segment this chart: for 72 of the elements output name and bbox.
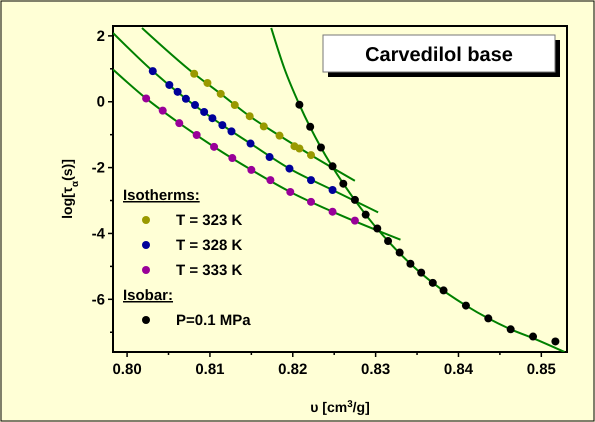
- point: [362, 210, 370, 219]
- point: [260, 122, 268, 130]
- point: [306, 122, 314, 131]
- point: [428, 278, 437, 287]
- point: [174, 88, 182, 96]
- annotation: Isobar:: [123, 287, 174, 304]
- y-tick-label: -4: [92, 225, 106, 242]
- point: [350, 216, 359, 225]
- point: [142, 94, 150, 102]
- point: [246, 112, 254, 120]
- legend-title: Isotherms:: [123, 187, 200, 204]
- point: [158, 106, 167, 115]
- point: [266, 153, 274, 162]
- point: [285, 164, 294, 173]
- point: [307, 176, 316, 184]
- point: [210, 142, 218, 151]
- point: [396, 248, 404, 257]
- point: [216, 90, 225, 98]
- point: [175, 119, 184, 128]
- point: [350, 196, 359, 204]
- point: [182, 94, 190, 103]
- point: [203, 78, 212, 87]
- y-tick-label: -6: [92, 291, 105, 308]
- legend-label: T = 328 K: [176, 237, 242, 254]
- point: [316, 144, 325, 152]
- point: [406, 260, 414, 268]
- point: [218, 121, 226, 130]
- point: [295, 100, 304, 109]
- point: [307, 198, 316, 206]
- point: [328, 186, 337, 194]
- x-axis-title: υ [cm$^{3}$/g]: [310, 398, 370, 415]
- point: [286, 188, 294, 196]
- point: [200, 108, 208, 116]
- point: [440, 286, 448, 294]
- x-tick-label: 0.84: [444, 361, 474, 378]
- point: [417, 268, 426, 277]
- point: [328, 162, 337, 170]
- x-tick-label: 0.85: [526, 361, 556, 378]
- point: [165, 80, 174, 89]
- point: [246, 140, 255, 148]
- y-tick-label: 0: [96, 94, 105, 111]
- x-tick-label: 0.82: [278, 361, 308, 378]
- y-tick-label: 2: [96, 28, 105, 45]
- point: [228, 154, 236, 162]
- legend-label: P=0.1 MPa: [176, 312, 252, 329]
- point: [373, 224, 382, 233]
- point: [230, 101, 239, 110]
- point: [192, 131, 201, 139]
- x-tick-label: 0.81: [195, 361, 225, 378]
- point: [339, 180, 348, 188]
- legend-label: T = 333 K: [176, 262, 242, 279]
- point: [191, 101, 200, 110]
- point: [276, 132, 284, 140]
- point: [227, 127, 236, 136]
- x-tick-label: 0.83: [361, 361, 390, 378]
- x-tick-label: 0.80: [112, 361, 142, 378]
- point: [295, 144, 304, 152]
- point: [529, 332, 538, 341]
- point: [551, 337, 560, 346]
- point: [247, 166, 256, 174]
- point: [484, 314, 492, 322]
- point: [384, 237, 392, 246]
- point: [462, 302, 470, 310]
- point: [148, 67, 157, 76]
- point: [307, 151, 316, 160]
- y-tick-label: -2: [92, 160, 105, 177]
- legend-label: T = 323 K: [176, 212, 242, 229]
- point: [328, 208, 337, 216]
- point: [208, 114, 216, 122]
- point: [190, 70, 198, 78]
- point: [506, 325, 515, 334]
- point: [266, 176, 274, 184]
